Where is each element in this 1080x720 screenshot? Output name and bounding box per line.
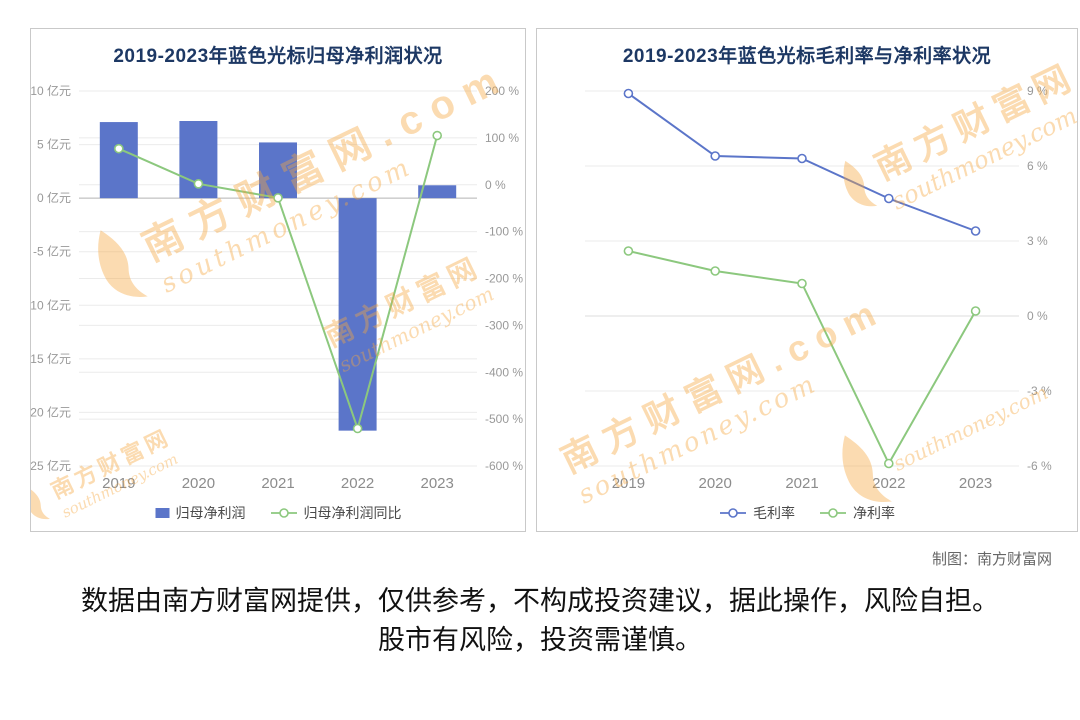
net-profit-chart-title: 2019-2023年蓝色光标归母净利润状况 [113,46,443,67]
net-profit-panel: 2019-2023年蓝色光标归母净利润状况 200 % 100 % 0 % -100 … [30,28,526,532]
legend-label: 归母净利润同比 [303,505,402,521]
legend-marker-bar [155,508,169,518]
legend-item: 归母净利润同比 [270,503,402,523]
bar-2022 [338,198,377,431]
x-axis-label: 2022 [341,475,374,492]
series-point [710,266,720,276]
x-axis-label: 2023 [959,475,992,492]
legend-label: 归母净利润 [175,505,246,521]
disclaimer-line-2: 股市有风险，投资需谨慎。 [378,625,702,656]
series-point [797,153,807,164]
margin-legend: 毛利率 净利率 [537,503,1077,523]
left-axis-label: 10 亿元 [31,83,71,98]
series-point [710,151,720,161]
series-point [970,226,981,236]
legend-marker-line [820,508,846,518]
disclaimer-line-1: 数据由南方财富网提供，仅供参考，不构成投资建议，据此操作，风险自担。 [81,586,999,616]
series-point [623,246,634,256]
series-point [883,193,894,204]
right-axis-label: 100 % [485,131,519,145]
legend-item: 毛利率 [719,503,795,523]
x-axis-label: 2020 [699,475,732,492]
right-axis-label: 6 % [1027,159,1048,173]
bar-2019 [99,122,138,199]
x-axis-label: 2020 [182,475,215,492]
right-axis-label: -400 % [485,365,523,379]
right-axis-label: -200 % [485,272,523,286]
right-axis-label: -600 % [485,459,523,473]
left-axis-label: 5 亿元 [37,137,71,152]
right-axis-label: -500 % [485,412,523,426]
yoy-point-2019 [114,143,124,154]
left-axis-label: -10 亿元 [31,297,71,312]
x-axis-label: 2021 [785,475,818,492]
legend-marker-line [270,508,297,518]
net-profit-chart: 200 % 100 % 0 % -100 % -200 % -300 % -400 % -50… [31,83,523,492]
yoy-point-2020 [193,179,204,189]
series-point [797,278,807,289]
left-axis-label: -25 亿元 [31,458,71,473]
right-axis-label: 9 % [1027,84,1048,98]
x-axis-label: 2023 [421,475,454,492]
margin-chart: 9 % 6 % 3 % 0 % -3 % -6 % 2019 2020 2021 2022 2023 [585,84,1052,492]
right-axis-label: -3 % [1027,384,1052,398]
legend-item: 归母净利润 [155,503,246,523]
bar-2023 [418,185,457,199]
right-axis-label: 0 % [485,178,506,192]
yoy-point-2022 [352,423,363,434]
yoy-point-2021 [273,193,283,203]
margin-chart-title: 2019-2023年蓝色光标毛利率与净利率状况 [622,46,992,67]
bar-2021 [259,142,297,199]
series-point [970,306,981,316]
left-axis-label: -15 亿元 [31,351,71,366]
right-axis-label: -100 % [485,225,523,239]
right-axis-label: -300 % [485,318,523,332]
right-axis-label: -6 % [1027,459,1052,473]
legend-item: 净利率 [819,503,895,523]
legend-label: 净利率 [853,505,895,521]
left-axis-label: -5 亿元 [33,244,71,259]
net-profit-legend: 归母净利润 归母净利润同比 [31,503,525,523]
legend-marker-line [720,508,746,518]
right-axis-label: 3 % [1027,234,1048,248]
x-axis-label: 2022 [872,475,905,492]
credit-text: 制图：南方财富网 [931,551,1052,568]
left-axis-label: 0 亿元 [37,190,71,205]
x-axis-label: 2019 [612,475,645,492]
right-axis-label: 0 % [1027,309,1048,323]
margin-panel: 2019-2023年蓝色光标毛利率与净利率状况 9 % 6 % 3 % 0 % -3 %… [536,28,1078,532]
right-axis-label: 200 % [485,84,519,98]
legend-label: 毛利率 [753,505,795,521]
left-axis-label: -20 亿元 [31,404,71,419]
disclaimer: 数据由南方财富网提供，仅供参考，不构成投资建议，据此操作，风险自担。 股市有风险… [0,582,1080,660]
x-axis-label: 2021 [261,475,294,492]
x-axis-label: 2019 [102,475,135,492]
series-point [883,458,894,469]
yoy-point-2023 [432,130,443,141]
series-point [623,88,634,99]
